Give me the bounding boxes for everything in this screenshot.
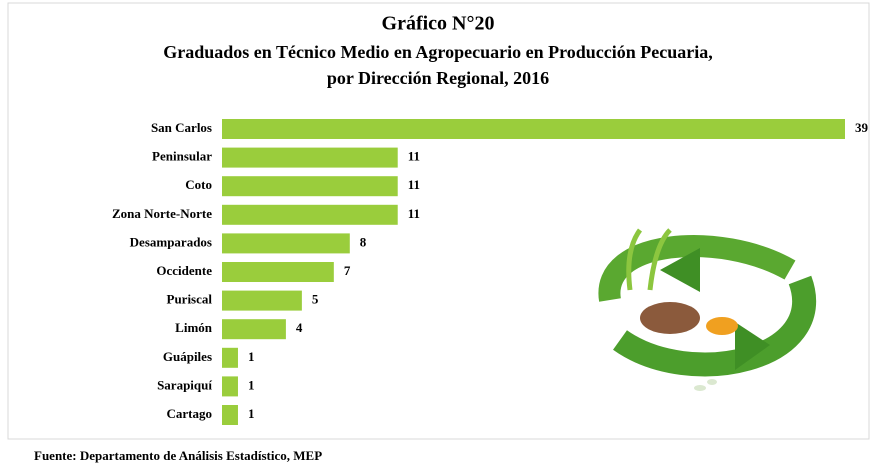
dot bbox=[707, 379, 717, 385]
source-note: Fuente: Departamento de Análisis Estadís… bbox=[34, 448, 322, 463]
pig bbox=[706, 317, 738, 335]
category-label: Zona Norte-Norte bbox=[112, 206, 212, 221]
value-label: 11 bbox=[408, 177, 420, 192]
value-label: 1 bbox=[248, 406, 255, 421]
grass bbox=[626, 228, 672, 291]
category-label: Coto bbox=[185, 177, 212, 192]
chart-title: Gráfico N°20 bbox=[382, 13, 495, 35]
bar bbox=[222, 176, 398, 197]
bar bbox=[222, 405, 238, 425]
value-label: 11 bbox=[408, 206, 420, 221]
bar bbox=[222, 319, 286, 340]
chart-subtitle: por Dirección Regional, 2016 bbox=[327, 68, 549, 88]
category-label: Peninsular bbox=[152, 149, 212, 164]
category-label: Limón bbox=[175, 320, 213, 335]
arrow-head bbox=[660, 248, 700, 292]
category-label: Occidente bbox=[156, 263, 212, 278]
category-label: Desamparados bbox=[130, 234, 212, 249]
bar bbox=[222, 347, 238, 368]
category-label: Sarapiquí bbox=[157, 377, 212, 392]
value-label: 1 bbox=[248, 377, 255, 392]
arrow-top bbox=[598, 235, 796, 302]
value-label: 5 bbox=[312, 292, 319, 307]
bar bbox=[222, 290, 302, 311]
arrow-head bbox=[735, 322, 770, 370]
cow bbox=[640, 302, 700, 334]
value-label: 7 bbox=[344, 263, 351, 278]
bar bbox=[222, 119, 845, 139]
category-label: Guápiles bbox=[163, 349, 212, 364]
bar bbox=[222, 204, 398, 225]
value-label: 8 bbox=[360, 234, 367, 249]
bar bbox=[222, 376, 238, 397]
value-label: 39 bbox=[855, 120, 869, 135]
dot bbox=[694, 385, 706, 391]
value-label: 4 bbox=[296, 320, 303, 335]
bar bbox=[222, 262, 334, 282]
category-label: Puriscal bbox=[167, 292, 213, 307]
illustration bbox=[598, 228, 817, 391]
chart-subtitle: Graduados en Técnico Medio en Agropecuar… bbox=[163, 42, 712, 62]
value-label: 11 bbox=[408, 149, 420, 164]
value-label: 1 bbox=[248, 349, 255, 364]
bar bbox=[222, 147, 398, 168]
bar bbox=[222, 233, 350, 254]
category-label: Cartago bbox=[167, 406, 213, 421]
category-label: San Carlos bbox=[151, 120, 212, 135]
